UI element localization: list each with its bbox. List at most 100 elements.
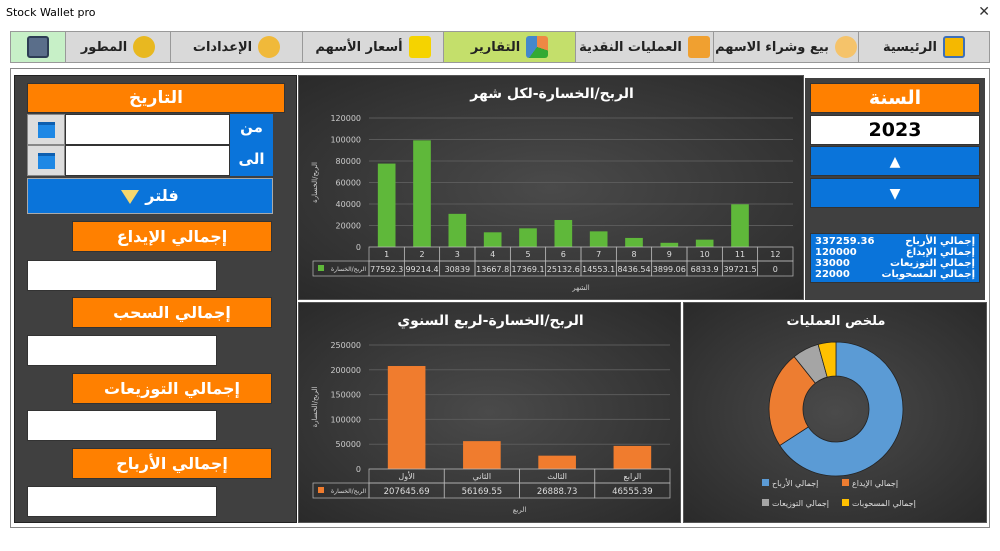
total-deposit-field[interactable] [27,260,217,291]
home-icon [943,36,966,58]
bar [660,242,679,247]
legend-swatch [318,265,324,271]
tab-stock-prices[interactable]: أسعار الأسهم [303,32,444,62]
x-axis-label: الربع [513,506,527,514]
legend-swatch [762,479,769,486]
y-tick-label: 0 [356,465,361,474]
summary-label: إجمالي الأرباح [905,236,975,247]
category-label: الثالث [547,472,567,481]
category-label: 12 [770,250,780,259]
calendar-to-button[interactable] [27,145,65,176]
data-label: 77592.3 [370,265,403,274]
bar [589,231,608,247]
toolbar: المطور الإعدادات أسعار الأسهم التقارير ا… [10,31,990,63]
category-label: 8 [631,250,636,259]
summary-value: 120000 [815,247,857,258]
summary-value: 337259.36 [815,236,875,247]
legend-label: إجمالي التوزيعات [772,499,829,509]
year-value[interactable]: 2023 [810,115,980,145]
tab-label: الإعدادات [192,39,253,55]
data-label: 46555.39 [612,487,653,497]
tab-home[interactable]: الرئيسية [859,32,989,62]
y-tick-label: 50000 [336,440,361,449]
total-deposit-label: إجمالي الإيداع [72,221,272,252]
summary-label: إجمالي الإيداع [905,247,975,258]
category-label: 11 [735,250,745,259]
y-tick-label: 0 [356,243,361,252]
reports-icon [526,36,549,58]
calendar-icon [38,122,55,138]
year-down-button[interactable]: ▼ [810,178,980,208]
data-label: 13667.8 [476,265,509,274]
bar [463,441,501,469]
table-cell [757,260,794,277]
data-label: 14553.1 [582,265,615,274]
close-button[interactable]: ✕ [978,4,990,20]
to-date-input[interactable] [65,145,230,176]
date-header: التاريخ [27,83,285,113]
legend-swatch [318,487,324,493]
trade-icon [834,36,857,58]
y-tick-label: 40000 [336,200,361,209]
total-withdrawal-field[interactable] [27,335,217,366]
summary-row: إجمالي التوزيعات 33000 [815,258,975,269]
save-button[interactable] [11,32,66,62]
total-profits-label: إجمالي الأرباح [72,448,272,479]
tab-cash-operations[interactable]: العمليات النقدية [576,32,714,62]
data-label: 0 [773,265,778,274]
legend-label: إجمالي الأرباح [772,478,818,489]
chart-title: الربح/الخسارة-لكل شهر [469,86,634,102]
funnel-icon [121,189,140,204]
filter-panel: التاريخ من الى فلتر إجمالي الإيداع إجمال… [14,75,297,523]
tab-buy-sell[interactable]: بيع وشراء الاسهم [714,32,859,62]
y-axis-label: الربح/الخسارة [311,162,319,203]
data-label: 207645.69 [384,487,430,497]
summary-label: إجمالي التوزيعات [890,258,975,269]
y-tick-label: 60000 [336,179,361,188]
bar [413,140,431,247]
legend-swatch [842,499,849,506]
bar [625,237,643,247]
chart-title: ملخص العمليات [787,314,886,329]
summary-value: 33000 [815,258,850,269]
data-label: 26888.73 [537,487,578,497]
bar [387,366,426,469]
summary-row: إجمالي الأرباح 337259.36 [815,236,975,247]
data-label: 25132.6 [547,265,580,274]
bar [377,163,396,247]
from-date-input[interactable] [65,114,230,145]
legend-label: إجمالي الإيداع [852,479,898,489]
total-distributions-field[interactable] [27,410,217,441]
to-label: الى [230,145,273,176]
data-label: 6833.9 [691,265,719,274]
data-label: 3899.06 [653,265,686,274]
operations-summary-chart: ملخص العمليات إجمالي الأرباح إجمالي الإيدا… [683,302,987,523]
summary-box: إجمالي الأرباح 337259.36 إجمالي الإيداع 12… [810,233,980,283]
arrow-down-icon: ▼ [889,186,901,202]
save-icon [27,36,49,58]
filter-button[interactable]: فلتر [27,178,273,214]
tab-developer[interactable]: المطور [66,32,171,62]
total-profits-field[interactable] [27,486,217,517]
year-up-button[interactable]: ▲ [810,146,980,176]
y-tick-label: 120000 [330,114,361,123]
data-label: 56169.55 [462,487,503,497]
category-label: 7 [596,250,601,259]
calendar-from-button[interactable] [27,114,65,145]
category-label: 6 [561,250,566,259]
tab-reports[interactable]: التقارير [444,32,576,62]
bar [731,204,749,247]
title-bar: Stock Wallet pro ✕ [0,0,1000,25]
legend-cell [312,260,370,277]
y-tick-label: 20000 [336,222,361,231]
y-tick-label: 150000 [330,391,361,400]
bar [695,239,714,247]
y-tick-label: 250000 [330,341,361,350]
tab-label: التقارير [470,39,521,55]
bar [448,213,467,247]
tab-settings[interactable]: الإعدادات [171,32,303,62]
monthly-chart: الربح/الخسارة-لكل شهر 0 20000 40000 60000 800… [298,75,804,300]
tab-label: الرئيسية [882,39,938,55]
legend-swatch [842,479,849,486]
tab-label: بيع وشراء الاسهم [715,39,829,55]
